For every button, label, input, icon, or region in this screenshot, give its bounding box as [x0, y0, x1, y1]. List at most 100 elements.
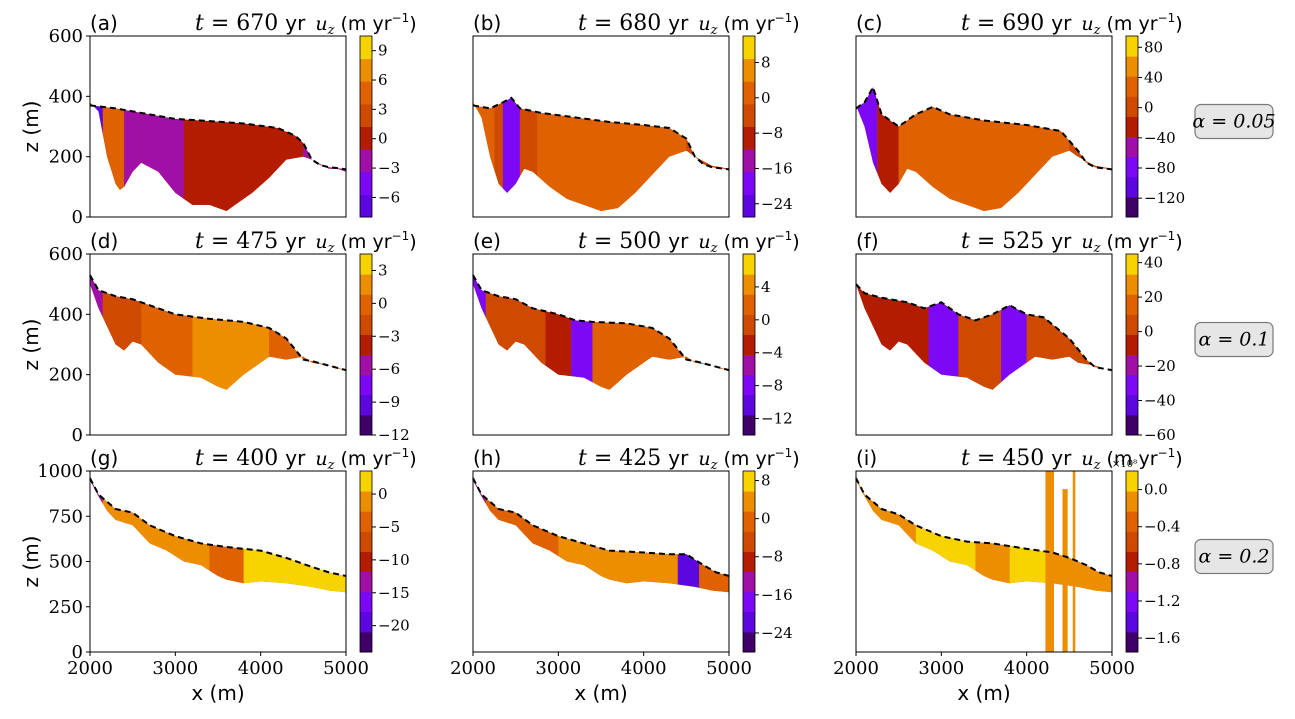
- velocity-region: [519, 97, 537, 211]
- colorbar-level: [743, 36, 755, 60]
- x-tick-label: 3000: [152, 658, 198, 679]
- colorbar-title: uz (m yr−1): [315, 229, 416, 256]
- colorbar-level: [743, 591, 755, 613]
- colorbar-level: [1126, 571, 1138, 593]
- colorbar-level: [360, 611, 372, 633]
- glacier-fill: [473, 478, 729, 593]
- y-tick-label: 200: [49, 147, 83, 168]
- velocity-region: [877, 87, 899, 211]
- panel-title: t = 400 yr: [195, 446, 306, 471]
- colorbar-tick-label: −12: [761, 410, 793, 428]
- colorbar-tick-label: −8: [761, 124, 783, 142]
- colorbar-tick-label: −1.6: [1144, 629, 1180, 647]
- colorbar-level: [743, 126, 755, 150]
- colorbar-level: [1126, 374, 1138, 396]
- axes-frame: [855, 253, 1113, 436]
- x-tick-label: 2000: [833, 658, 879, 679]
- initial-surface-line: [472, 96, 730, 171]
- colorbar-level: [360, 354, 372, 376]
- colorbar-level: [1126, 471, 1138, 492]
- colorbar-tick-label: 40: [1144, 254, 1163, 272]
- colorbar-level: [360, 58, 372, 82]
- colorbar-level: [1126, 96, 1138, 117]
- initial-surface-line: [89, 104, 347, 171]
- colorbar-level: [1126, 196, 1138, 218]
- x-tick-label: 3000: [918, 658, 964, 679]
- alpha-label: α = 0.05: [1192, 111, 1275, 133]
- panel-title: t = 475 yr: [195, 229, 306, 254]
- velocity-region: [90, 275, 103, 390]
- colorbar-title: uz (m yr−1): [315, 446, 416, 473]
- y-axis-label: z (m): [19, 319, 43, 371]
- alpha-label: α = 0.2: [1198, 546, 1269, 568]
- colorbar-level: [360, 374, 372, 396]
- colorbar-tick-label: 0: [378, 294, 388, 312]
- velocity-region: [485, 275, 546, 390]
- velocity-region: [898, 87, 1070, 211]
- x-tick-label: 4000: [1004, 658, 1050, 679]
- colorbar-frame: [1125, 35, 1139, 218]
- panel-title: t = 450 yr: [961, 446, 1072, 471]
- panel-label: (b): [473, 11, 501, 35]
- x-tick-label: 3000: [535, 658, 581, 679]
- colorbar-tick-label: −5: [378, 518, 400, 536]
- velocity-region: [928, 284, 959, 390]
- colorbar-frame: [742, 35, 756, 218]
- colorbar-title: uz (m yr−1): [315, 11, 416, 38]
- velocity-region: [856, 478, 916, 593]
- colorbar-tick-label: −10: [378, 551, 410, 569]
- colorbar-level: [360, 149, 372, 173]
- panel-title: t = 680 yr: [578, 11, 689, 36]
- colorbar-level: [743, 631, 755, 653]
- colorbar-level: [360, 414, 372, 436]
- initial-surface-line: [855, 84, 1113, 171]
- velocity-region: [92, 102, 103, 211]
- colorbar-tick-label: −1.2: [1144, 592, 1180, 610]
- colorbar-level: [743, 103, 755, 127]
- velocity-region: [571, 275, 593, 390]
- colorbar-level: [743, 149, 755, 173]
- colorbar-frame: [359, 253, 373, 436]
- panel-label: (f): [856, 229, 879, 253]
- velocity-region: [975, 478, 1010, 593]
- colorbar-level: [743, 394, 755, 416]
- colorbar-level: [1126, 176, 1138, 198]
- colorbar-tick-label: 0: [761, 311, 771, 329]
- colorbar-tick-label: 0.0: [1144, 481, 1168, 499]
- velocity-region: [485, 478, 559, 593]
- colorbar-title: uz (m yr−1): [1081, 446, 1182, 473]
- colorbar-level: [1126, 491, 1138, 512]
- colorbar-level: [743, 491, 755, 512]
- colorbar-level: [1126, 76, 1138, 97]
- glacier-fill: [90, 102, 346, 211]
- colorbar-level: [743, 571, 755, 593]
- initial-surface-line: [855, 477, 1113, 577]
- colorbar-frame: [1125, 253, 1139, 436]
- y-tick-label: 0: [72, 642, 83, 663]
- colorbar-tick-label: −0.8: [1144, 555, 1180, 573]
- y-tick-label: 250: [49, 597, 83, 618]
- colorbar-level: [743, 58, 755, 82]
- colorbar-level: [360, 194, 372, 218]
- colorbar-level: [360, 171, 372, 195]
- colorbar-level: [743, 511, 755, 532]
- initial-surface-line: [855, 283, 1113, 372]
- colorbar-level: [360, 314, 372, 335]
- velocity-spike: [1072, 471, 1076, 652]
- colorbar-tick-label: 0: [378, 485, 388, 503]
- panel-label: (i): [856, 446, 877, 470]
- y-axis-label: z (m): [19, 101, 43, 153]
- velocity-region: [1001, 284, 1027, 390]
- colorbar-tick-label: −20: [378, 617, 410, 635]
- colorbar-level: [743, 171, 755, 195]
- colorbar-tick-label: −16: [761, 159, 793, 177]
- x-tick-label: 5000: [323, 658, 369, 679]
- alpha-label-box: α = 0.1: [1194, 321, 1274, 358]
- colorbar-level: [743, 294, 755, 315]
- colorbar-level: [1126, 414, 1138, 436]
- colorbar-level: [743, 334, 755, 356]
- colorbar-tick-label: −20: [1144, 357, 1176, 375]
- panel-label: (c): [856, 11, 883, 35]
- velocity-region: [243, 478, 346, 593]
- colorbar-level: [1126, 116, 1138, 138]
